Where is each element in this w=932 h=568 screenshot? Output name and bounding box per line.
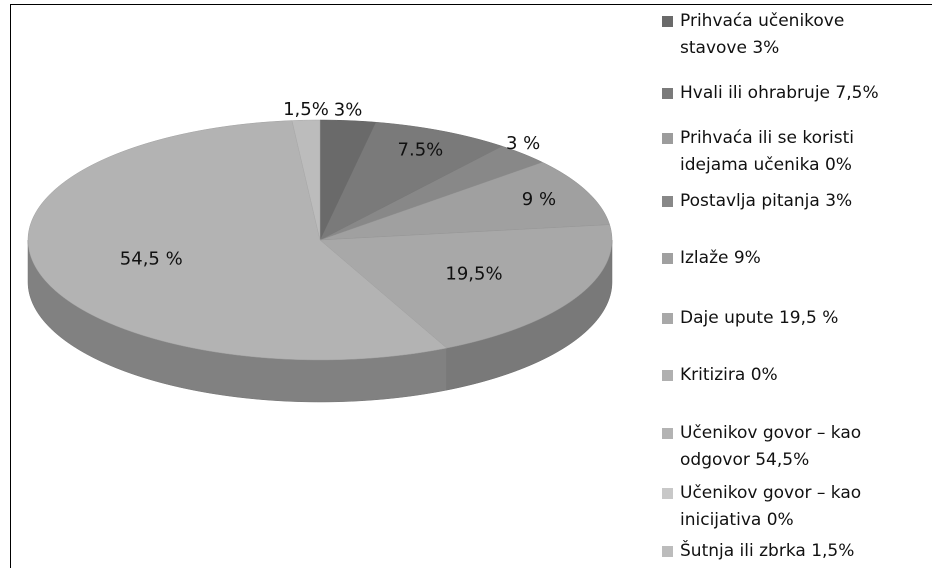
chart-frame	[10, 4, 932, 568]
legend-swatch	[662, 196, 673, 207]
legend-item: Prihvaća učenikove stavove 3%	[662, 8, 890, 62]
legend-label: Učenikov govor – kao odgovor 54,5%	[680, 423, 862, 470]
pie-slice	[319, 121, 503, 241]
legend-label: Prihvaća ili se koristi idejama učenika …	[680, 128, 854, 175]
legend-swatch	[662, 133, 673, 144]
legend-item: Hvali ili ohrabruje 7,5%	[662, 80, 930, 107]
legend-item: Izlaže 9%	[662, 245, 930, 272]
legend-item: Učenikov govor – kao odgovor 54,5%	[662, 420, 890, 474]
legend-swatch	[662, 253, 673, 264]
legend-swatch	[662, 370, 673, 381]
legend-label: Učenikov govor – kao inicijativa 0%	[680, 483, 862, 530]
data-label: 1,5%	[283, 99, 329, 120]
data-label: 7.5%	[398, 140, 444, 161]
data-label: 9 %	[522, 189, 556, 210]
legend-swatch	[662, 313, 673, 324]
legend-label: Kritizira 0%	[680, 365, 778, 385]
legend-item: Učenikov govor – kao inicijativa 0%	[662, 480, 890, 534]
data-label: 54,5 %	[120, 248, 183, 269]
legend-label: Postavlja pitanja 3%	[680, 191, 853, 211]
legend-label: Prihvaća učenikove stavove 3%	[680, 11, 845, 58]
data-label: 19,5%	[445, 263, 502, 284]
pie-slice	[319, 161, 610, 241]
legend-item: Kritizira 0%	[662, 362, 930, 389]
legend-label: Izlaže 9%	[680, 248, 761, 268]
data-label: 3 %	[506, 133, 540, 154]
legend-swatch	[662, 428, 673, 439]
legend-item: Šutnja ili zbrka 1,5%	[662, 538, 930, 565]
pie-slice	[27, 120, 448, 361]
legend-swatch	[662, 546, 673, 557]
legend-swatch	[662, 488, 673, 499]
legend-item: Prihvaća ili se koristi idejama učenika …	[662, 125, 890, 179]
legend-item: Daje upute 19,5 %	[662, 305, 930, 332]
legend-swatch	[662, 88, 673, 99]
legend-swatch	[662, 16, 673, 27]
pie-slice	[319, 145, 543, 241]
pie-slice	[319, 224, 613, 349]
legend-label: Daje upute 19,5 %	[680, 308, 839, 328]
legend-item: Postavlja pitanja 3%	[662, 188, 930, 215]
pie-slice	[291, 119, 321, 241]
data-label: 3%	[334, 100, 363, 121]
legend-label: Šutnja ili zbrka 1,5%	[680, 541, 855, 561]
legend-label: Hvali ili ohrabruje 7,5%	[680, 83, 879, 103]
